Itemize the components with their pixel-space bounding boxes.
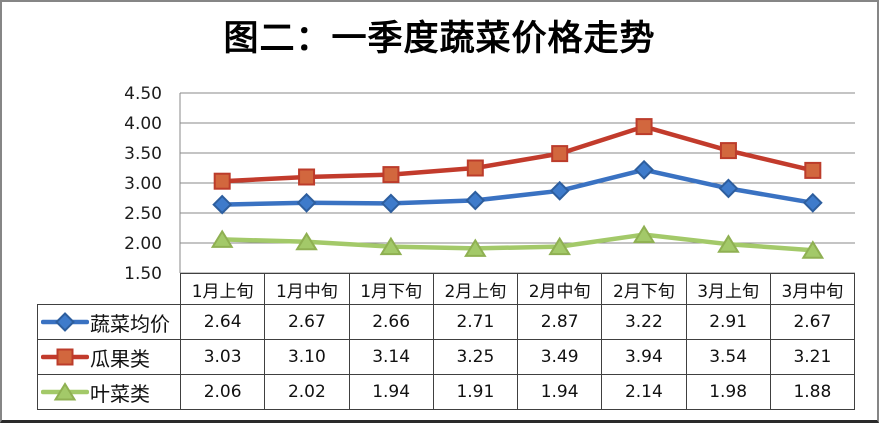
data-point-marker — [719, 142, 737, 160]
table-cell: 1.94 — [516, 374, 603, 410]
data-point-marker — [212, 194, 233, 215]
series-label: 瓜果类 — [90, 346, 150, 371]
data-point-marker — [801, 240, 825, 259]
data-point-marker — [548, 236, 571, 256]
table-cell: 3.03 — [179, 339, 266, 375]
table-cell: 2.67 — [264, 304, 350, 340]
y-axis-tick-label: 4.00 — [124, 114, 162, 134]
series-line-1 — [219, 124, 816, 184]
table-cell: 3.54 — [685, 339, 771, 375]
table-cell: 3.14 — [348, 339, 434, 375]
data-point-marker — [802, 192, 823, 213]
data-point-marker — [634, 159, 654, 180]
table-header-cell: 2月上旬 — [432, 273, 519, 305]
table-cell: 2.06 — [179, 374, 266, 410]
data-point-marker — [464, 238, 487, 257]
y-axis-tick-label: 3.50 — [124, 144, 162, 164]
data-point-marker — [210, 229, 234, 248]
table-cell: 2.87 — [516, 304, 603, 340]
table-header-cell: 1月下旬 — [348, 273, 434, 305]
table-header-cell: 2月下旬 — [601, 273, 687, 305]
data-point-marker — [295, 231, 318, 251]
data-point-marker — [381, 193, 401, 214]
table-cell: 3.49 — [516, 339, 603, 375]
series-label: 叶菜类 — [90, 381, 150, 406]
table-cell: 3.94 — [601, 339, 687, 375]
table-cell: 2.66 — [348, 304, 434, 340]
table-header-cell: 1月中旬 — [264, 273, 350, 305]
y-axis-tick-label: 2.00 — [124, 234, 162, 254]
table-cell: 2.14 — [601, 374, 687, 410]
table-cell: 1.88 — [769, 374, 856, 410]
table-cell: 3.10 — [264, 339, 350, 375]
y-axis-tick-label: 3.00 — [124, 174, 162, 194]
table-cell: 3.22 — [601, 304, 687, 340]
table-cell: 2.67 — [769, 304, 856, 340]
data-point-marker — [635, 118, 653, 136]
legend-marker-icon — [41, 348, 89, 366]
table-cell: 3.25 — [432, 339, 519, 375]
series-line-0 — [219, 167, 816, 207]
table-header-cell: 3月上旬 — [685, 273, 771, 305]
chart-data-table: 1月上旬 1月中旬 1月下旬 2月上旬 2月中旬 2月下旬 3月上旬 3月中旬蔬菜均价 2.64… — [37, 273, 856, 410]
data-point-marker — [53, 382, 77, 401]
table-cell: 2.64 — [179, 304, 266, 340]
table-cell: 2.71 — [432, 304, 519, 340]
table-cell: 1.94 — [348, 374, 434, 410]
table-cell: 1.98 — [685, 374, 771, 410]
data-point-marker — [296, 192, 317, 213]
data-point-marker — [718, 178, 739, 199]
data-point-marker — [466, 159, 484, 177]
y-axis-tick-label: 4.50 — [124, 84, 162, 104]
data-point-marker — [465, 190, 486, 211]
chart-title: 图二：一季度蔬菜价格走势 — [223, 19, 656, 59]
data-point-marker — [213, 172, 231, 190]
y-axis-tick-label: 1.50 — [124, 264, 162, 284]
data-point-marker — [549, 180, 570, 201]
table-header-cell: 2月中旬 — [516, 273, 603, 305]
series-line-2 — [219, 232, 816, 253]
legend-cell: 蔬菜均价 — [37, 304, 181, 340]
table-cell: 2.02 — [264, 374, 350, 410]
table-cell: 2.91 — [685, 304, 771, 340]
data-point-marker — [382, 166, 400, 184]
data-point-marker — [632, 224, 656, 244]
legend-cell: 叶菜类 — [37, 374, 181, 410]
legend-marker-icon — [41, 312, 89, 332]
series-label: 蔬菜均价 — [90, 311, 170, 336]
data-point-marker — [551, 145, 569, 163]
y-axis-tick-label: 2.50 — [124, 204, 162, 224]
table-header-cell: 3月中旬 — [769, 273, 856, 305]
data-point-marker — [55, 312, 75, 332]
table-corner-blank — [38, 274, 181, 305]
legend-marker-icon — [41, 382, 89, 401]
table-cell: 1.91 — [432, 374, 519, 410]
table-header-cell: 1月上旬 — [179, 273, 266, 305]
data-point-marker — [804, 161, 822, 179]
data-point-marker — [379, 236, 403, 256]
legend-cell: 瓜果类 — [37, 339, 181, 375]
data-point-marker — [717, 234, 740, 253]
data-point-marker — [56, 348, 74, 366]
data-point-marker — [298, 168, 316, 186]
table-cell: 3.21 — [769, 339, 856, 375]
